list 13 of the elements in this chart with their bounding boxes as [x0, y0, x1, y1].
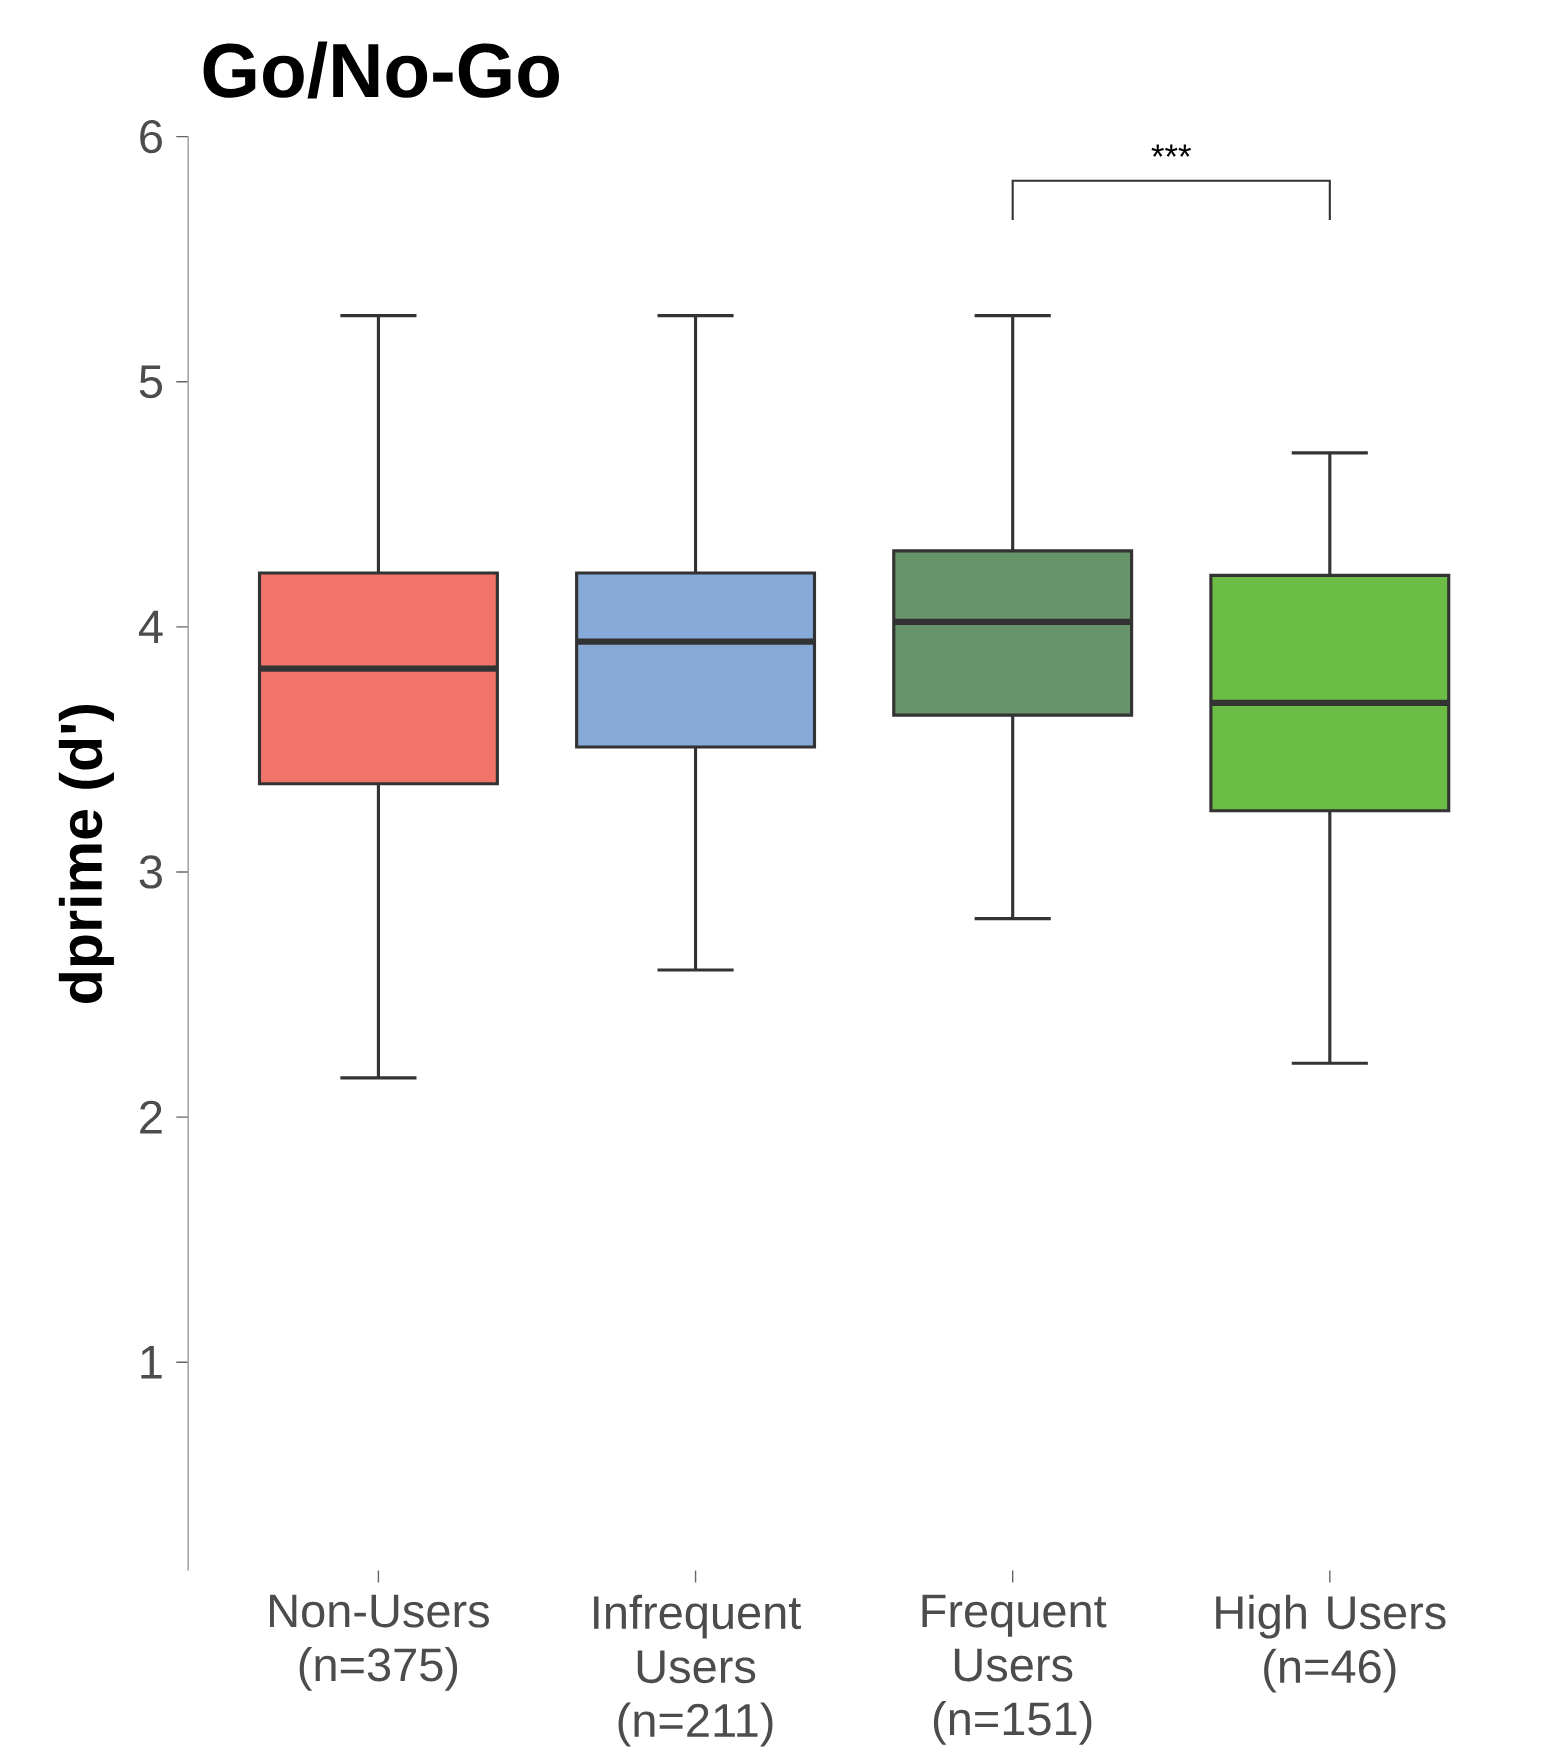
y-axis-title: dprime (d') [58, 704, 115, 1003]
annotation: *** [1151, 144, 1192, 157]
x-tick-label: High Users (n=46) [1216, 1594, 1446, 1693]
y-tick-label: 4 [139, 610, 163, 644]
y-tick-label: 1 [141, 1346, 162, 1379]
y-tick-label: 2 [140, 1100, 162, 1134]
x-tick-label: Non-Users (n=375) [270, 1594, 490, 1691]
x-tick-label: Frequent Users (n=151) [922, 1594, 1107, 1745]
chart-title: Go/No-Go [203, 41, 560, 99]
y-tick-label: 3 [139, 855, 163, 889]
y-tick-label: 6 [140, 120, 163, 154]
y-tick-label: 5 [139, 365, 163, 399]
x-tick-label: Infrequent Users (n=211) [594, 1594, 802, 1747]
